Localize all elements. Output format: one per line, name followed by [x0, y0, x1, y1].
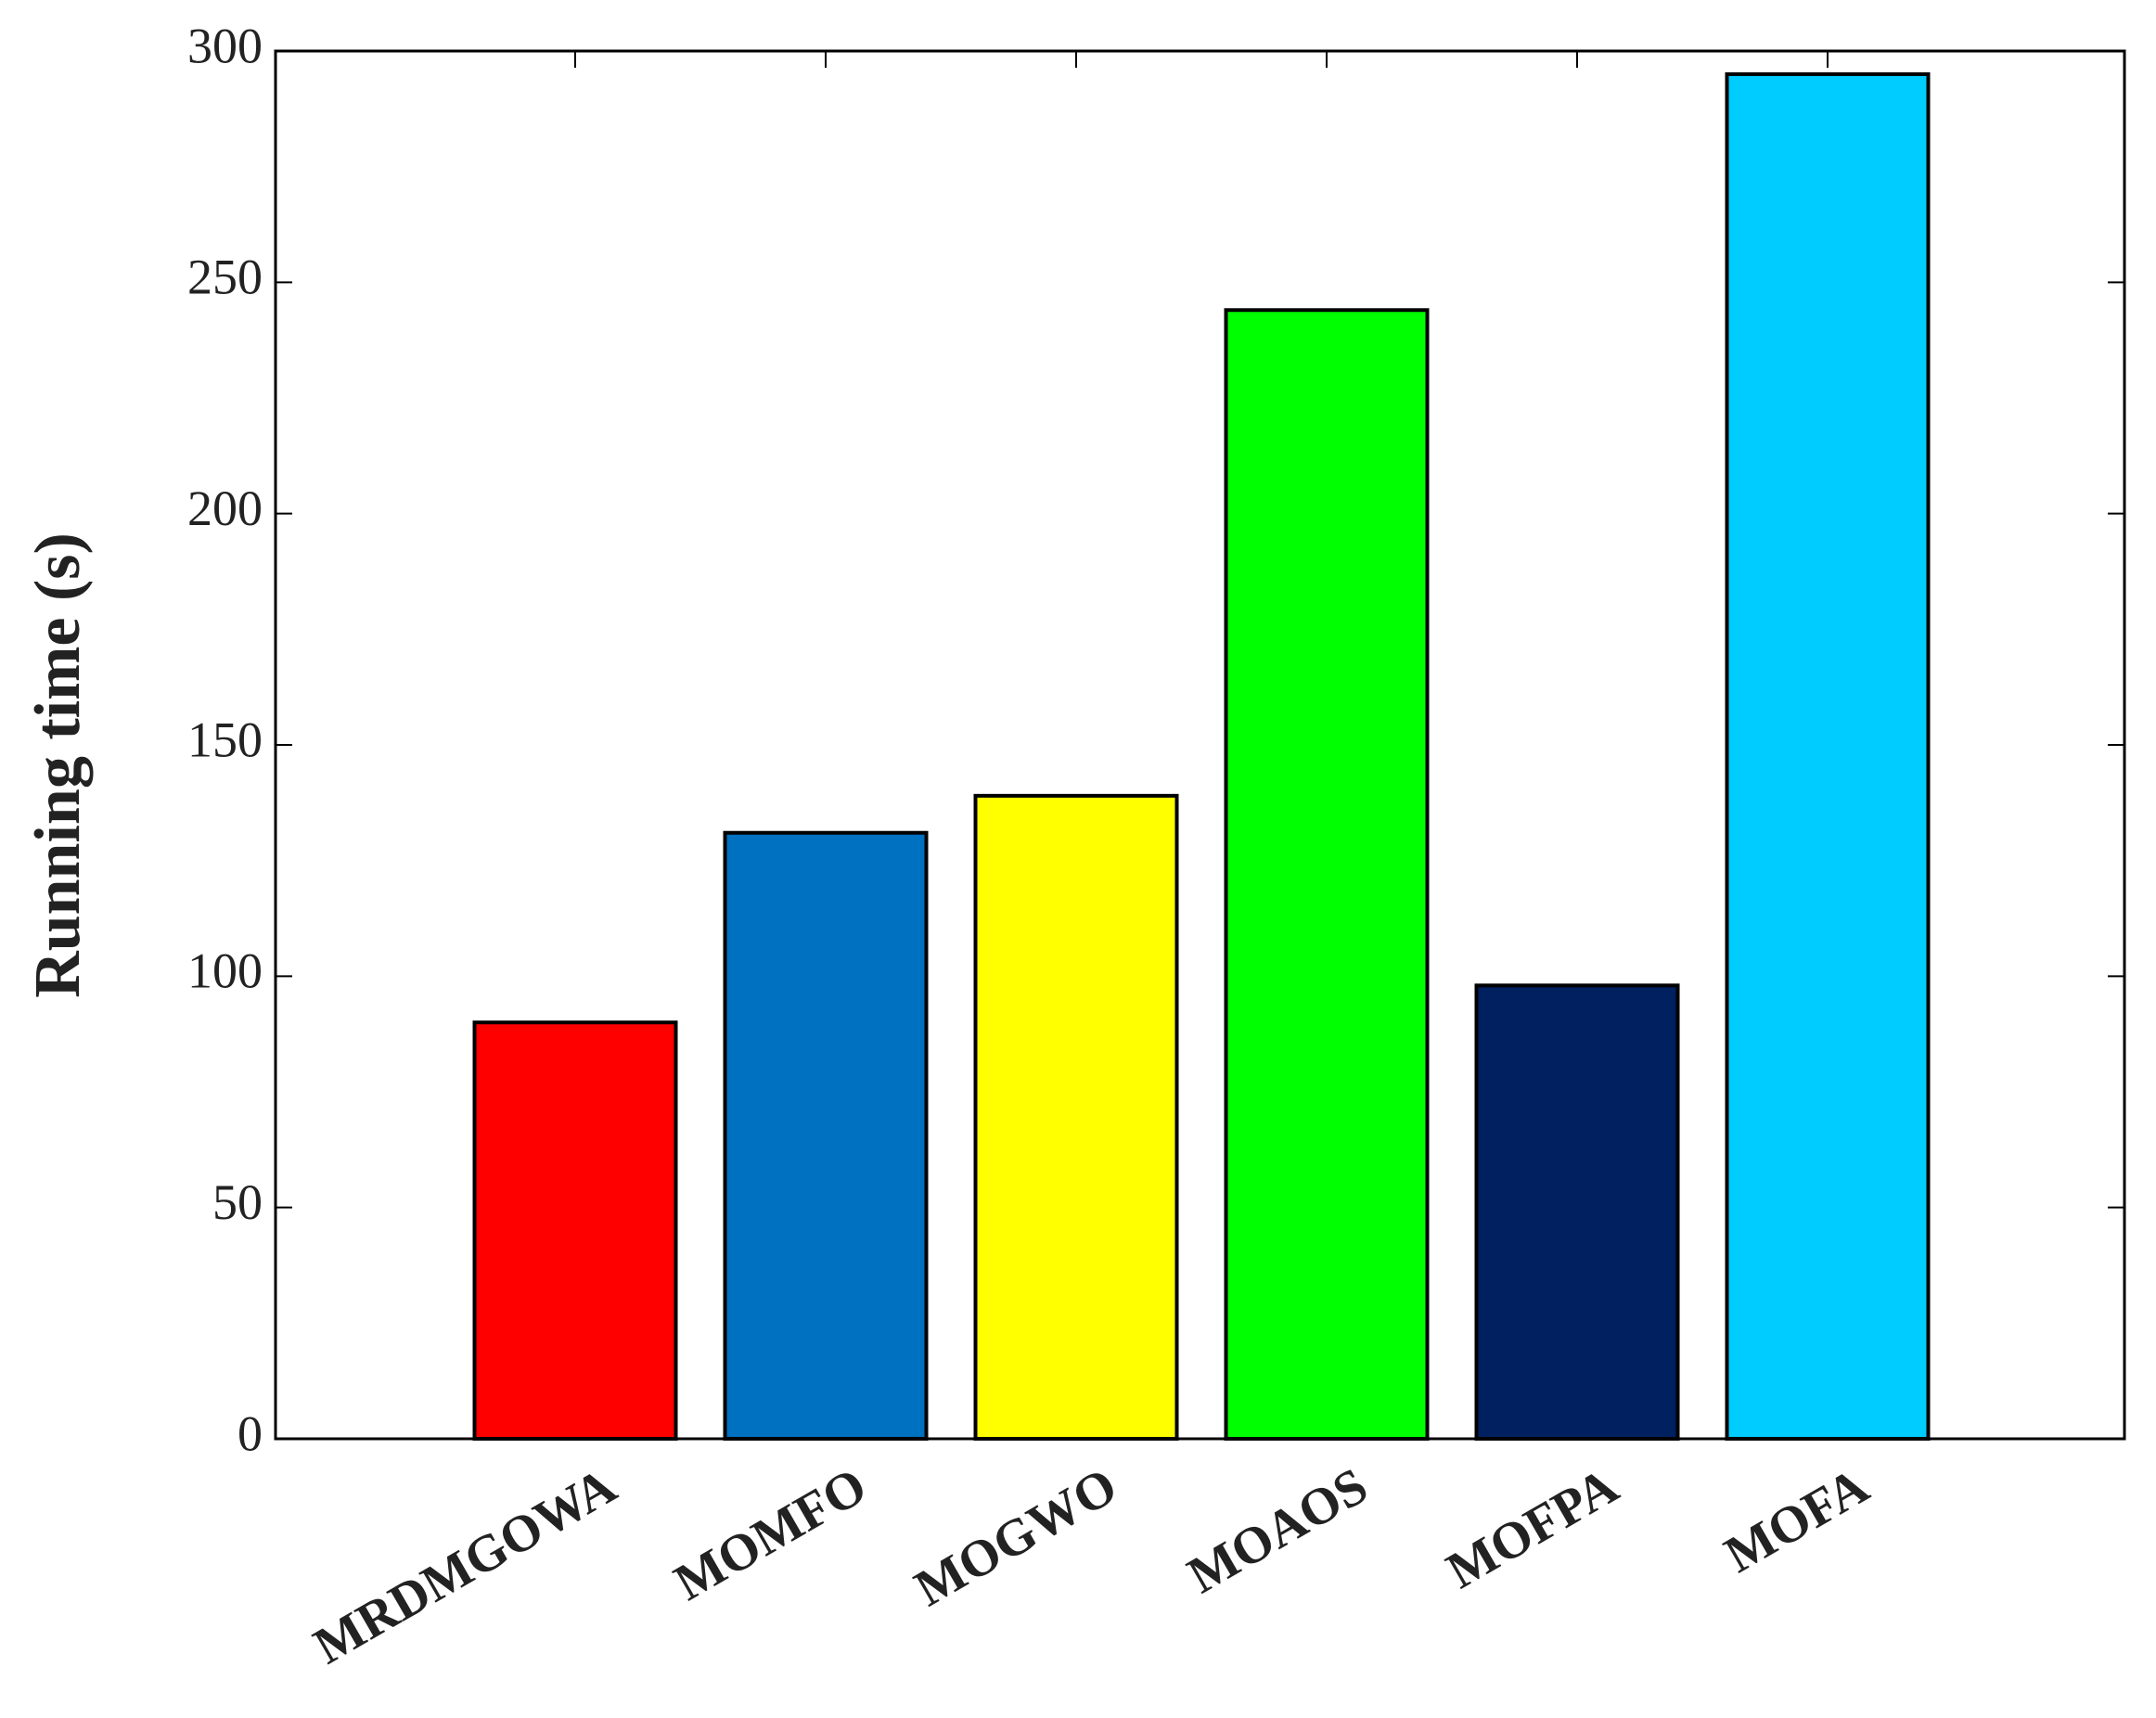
x-tick-label: MOAOS [1178, 1457, 1377, 1605]
y-tick-label: 0 [237, 1405, 263, 1461]
bar [472, 1020, 678, 1441]
x-tick-label: MOGWO [905, 1457, 1126, 1618]
plot-frame [274, 49, 2126, 1441]
bar [1474, 983, 1680, 1441]
x-tick-label: MOFPA [1437, 1456, 1628, 1600]
bar [973, 793, 1179, 1441]
y-tick-label: 100 [187, 943, 263, 999]
y-tick-label: 200 [187, 481, 263, 536]
y-tick-label: 250 [187, 250, 263, 305]
bar [1725, 71, 1931, 1441]
y-axis-label: Running time (s) [22, 532, 94, 998]
x-tick-label: MOMFO [665, 1457, 877, 1612]
bar [723, 830, 929, 1441]
x-tick-label: MRDMGOWA [304, 1456, 626, 1675]
x-tick-label: MOFA [1715, 1456, 1879, 1583]
y-tick-label: 300 [187, 18, 263, 73]
y-tick-label: 150 [187, 712, 263, 767]
bar [1224, 308, 1430, 1442]
y-tick-label: 50 [212, 1174, 263, 1230]
